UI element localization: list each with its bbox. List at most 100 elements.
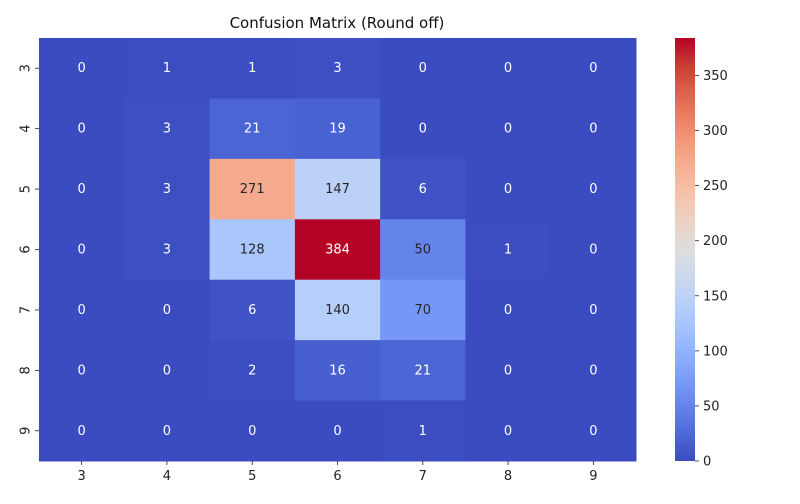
x-tick-label: 7 [419, 469, 427, 484]
heatmap-cell [39, 158, 125, 220]
cell-value-label: 271 [240, 182, 265, 197]
cell-value-label: 0 [589, 363, 597, 378]
heatmap-cell [465, 279, 552, 341]
cell-value-label: 2 [248, 363, 256, 378]
cell-value-label: 0 [589, 122, 597, 137]
colorbar-tick-label: 100 [703, 344, 728, 359]
cell-value-label: 128 [240, 243, 265, 258]
heatmap-cell [380, 219, 466, 281]
cell-value-label: 0 [589, 243, 597, 258]
heatmap-cell [294, 400, 381, 462]
heatmap-cell [380, 158, 466, 220]
cell-value-label: 384 [325, 243, 350, 258]
heatmap-cell [39, 219, 125, 281]
heatmap-cell [209, 279, 296, 341]
heatmap-cell [465, 98, 552, 160]
x-tick-label: 4 [163, 469, 171, 484]
cell-value-label: 0 [419, 61, 427, 76]
heatmap-cell [209, 158, 296, 220]
x-tick-label: 3 [78, 469, 86, 484]
y-tick-label: 5 [19, 185, 34, 193]
heatmap-cell [124, 98, 211, 160]
heatmap-annotations: 0 1 1 3 0 0 00 3 21 19 0 0 00 3 271 147 6 0 00 3 128 384 50 1 00… [77, 61, 597, 439]
heatmap-cell [209, 98, 296, 160]
colorbar-gradient [675, 38, 695, 461]
cell-value-label: 147 [325, 182, 350, 197]
cell-value-label: 0 [589, 424, 597, 439]
x-tick-label: 5 [248, 469, 256, 484]
heatmap-cell [550, 279, 637, 341]
heatmap-cell [294, 158, 381, 220]
colorbar-tick-label: 0 [703, 455, 711, 470]
heatmap-cell [550, 219, 637, 281]
cell-value-label: 0 [77, 363, 85, 378]
cell-value-label: 21 [244, 122, 261, 137]
cell-value-label: 0 [419, 122, 427, 137]
x-tick-label: 6 [333, 469, 341, 484]
colorbar-tick-label: 300 [703, 124, 728, 139]
cell-value-label: 0 [589, 303, 597, 318]
cell-value-label: 0 [589, 182, 597, 197]
cell-value-label: 19 [329, 122, 346, 137]
cell-value-label: 3 [163, 243, 171, 258]
y-tick-label: 4 [19, 125, 34, 133]
cell-value-label: 3 [333, 61, 341, 76]
cell-value-label: 3 [163, 122, 171, 137]
heatmap-cell [294, 219, 381, 281]
colorbar-tick-label: 50 [703, 399, 720, 414]
cell-value-label: 70 [415, 303, 432, 318]
cell-value-label: 0 [77, 424, 85, 439]
y-tick-label: 3 [19, 64, 34, 72]
cell-value-label: 0 [589, 61, 597, 76]
heatmap-cell [124, 340, 211, 402]
heatmap-cell [465, 158, 552, 220]
heatmap-cell [294, 38, 381, 99]
cell-value-label: 6 [419, 182, 427, 197]
colorbar-tick-label: 200 [703, 234, 728, 249]
cell-value-label: 0 [504, 424, 512, 439]
cell-value-label: 0 [163, 303, 171, 318]
heatmap-cell [465, 400, 552, 462]
y-tick-label: 7 [19, 306, 34, 314]
cell-value-label: 0 [504, 363, 512, 378]
heatmap-cell [380, 279, 466, 341]
cell-value-label: 0 [163, 363, 171, 378]
heatmap-cell [465, 38, 552, 99]
cell-value-label: 1 [248, 61, 256, 76]
cell-value-label: 0 [504, 122, 512, 137]
colorbar-tick-label: 150 [703, 289, 728, 304]
heatmap-cell [294, 279, 381, 341]
cell-value-label: 3 [163, 182, 171, 197]
cell-value-label: 1 [163, 61, 171, 76]
heatmap-cell [465, 219, 552, 281]
cell-value-label: 0 [77, 122, 85, 137]
cell-value-label: 140 [325, 303, 350, 318]
chart-title: Confusion Matrix (Round off) [230, 14, 445, 32]
heatmap-cell [209, 340, 296, 402]
heatmap-cell [550, 98, 637, 160]
heatmap-cell [124, 279, 211, 341]
heatmap-cell [380, 340, 466, 402]
heatmap-cell [124, 219, 211, 281]
cell-value-label: 0 [333, 424, 341, 439]
y-tick-label: 9 [19, 427, 34, 435]
heatmap-cell [39, 400, 125, 462]
cell-value-label: 0 [504, 303, 512, 318]
heatmap-cell [380, 400, 466, 462]
heatmap-cell [294, 340, 381, 402]
heatmap-cell [550, 158, 637, 220]
colorbar: 0 50 100 150 200 250 300 350 [675, 38, 728, 470]
y-tick-label: 6 [19, 245, 34, 253]
heatmap-cell [380, 98, 466, 160]
x-tick-label: 8 [504, 469, 512, 484]
heatmap-cell [550, 400, 637, 462]
heatmap-cell [39, 279, 125, 341]
cell-value-label: 0 [504, 182, 512, 197]
heatmap-cell [380, 38, 466, 99]
heatmap-cells [39, 38, 637, 462]
cell-value-label: 0 [77, 303, 85, 318]
heatmap-cell [124, 38, 211, 99]
cell-value-label: 0 [77, 182, 85, 197]
